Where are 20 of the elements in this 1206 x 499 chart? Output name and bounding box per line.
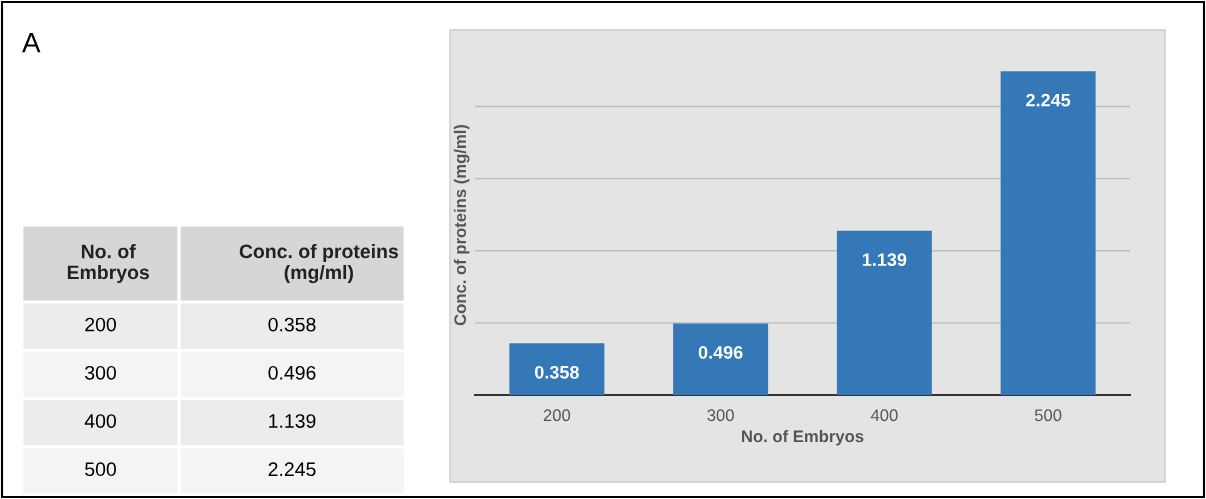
data-label: 0.496 (698, 345, 743, 359)
x-tick-label: 200 (543, 409, 571, 422)
x-tick-label: 400 (870, 409, 898, 422)
data-label: 1.139 (862, 253, 907, 267)
category-label: 500 (85, 462, 116, 477)
text: A (22, 33, 41, 53)
x-axis-title: No. of Embryos (742, 429, 864, 446)
text: 0.358 (268, 317, 316, 332)
category-label: 300 (85, 365, 116, 380)
text: Conc. of proteins (mg/ml) (239, 243, 398, 284)
text: No. of Embryos (67, 244, 149, 284)
category-label: 200 (85, 317, 116, 332)
text: 0.496 (268, 365, 316, 380)
x-tick-label: 300 (707, 409, 734, 422)
data-label: 0.358 (535, 365, 579, 379)
y-axis-title: Conc. of proteins (mg/ml) (453, 124, 470, 326)
text: 2.245 (268, 462, 316, 477)
x-tick-label: 500 (1034, 409, 1062, 422)
text: 1.139 (269, 414, 316, 428)
data-label: 2.245 (1026, 93, 1071, 107)
